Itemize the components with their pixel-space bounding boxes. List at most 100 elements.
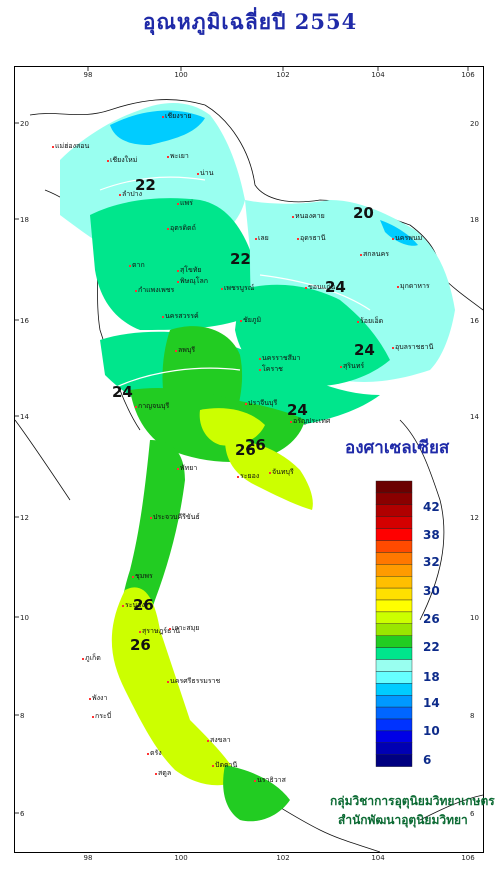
legend-swatch bbox=[375, 611, 413, 625]
station-marker bbox=[207, 740, 209, 742]
lon-tick-label: 104 bbox=[371, 854, 385, 862]
station-marker bbox=[135, 290, 137, 292]
place-name: นราธิวาส bbox=[257, 776, 287, 784]
place-name: เลย bbox=[258, 234, 269, 242]
place-name: เชียงใหม่ bbox=[110, 155, 137, 164]
legend-swatch bbox=[375, 552, 413, 565]
station-marker bbox=[397, 286, 399, 288]
place-name: พัทยา bbox=[180, 464, 197, 472]
lat-tick-label: 12 bbox=[20, 514, 29, 522]
lat-tick-label: 14 bbox=[20, 413, 29, 421]
legend-swatch bbox=[375, 587, 413, 601]
lat-tick-label: 6 bbox=[470, 810, 475, 818]
station-marker bbox=[150, 517, 152, 519]
place-name: ชัยภูมิ bbox=[243, 316, 261, 324]
station-marker bbox=[245, 403, 247, 405]
place-name: สุราษฎร์ธานี bbox=[142, 627, 180, 635]
place-name: พิษณุโลก bbox=[180, 276, 208, 285]
place-name: นครราชสีมา bbox=[262, 354, 301, 362]
place-name: ภูเก็ต bbox=[85, 653, 101, 662]
station-marker bbox=[237, 476, 239, 478]
isotherm-label: 24 bbox=[354, 341, 375, 359]
legend-label: 6 bbox=[423, 753, 431, 767]
place-name: ลพบุรี bbox=[178, 346, 195, 354]
station-marker bbox=[240, 320, 242, 322]
place-name: กาญจนบุรี bbox=[138, 402, 169, 410]
station-marker bbox=[212, 765, 214, 767]
place-name: อุดรธานี bbox=[300, 234, 326, 242]
station-marker bbox=[82, 658, 84, 660]
lat-tick-label: 6 bbox=[20, 810, 25, 818]
station-marker bbox=[175, 350, 177, 352]
station-marker bbox=[255, 238, 257, 240]
isotherm-label: 26 bbox=[235, 441, 256, 459]
lon-tick-label: 98 bbox=[84, 71, 93, 79]
legend-label: 14 bbox=[423, 696, 440, 710]
legend-swatch bbox=[375, 564, 413, 577]
lat-tick-label: 8 bbox=[20, 712, 24, 720]
legend-swatch bbox=[375, 504, 413, 517]
station-marker bbox=[129, 265, 131, 267]
station-marker bbox=[197, 173, 199, 175]
station-marker bbox=[392, 347, 394, 349]
place-name: แม่ฮ่องสอน bbox=[55, 142, 89, 150]
place-name: หนองคาย bbox=[295, 212, 325, 220]
station-marker bbox=[177, 203, 179, 205]
legend-label: 22 bbox=[423, 640, 440, 654]
station-marker bbox=[259, 369, 261, 371]
station-marker bbox=[392, 238, 394, 240]
place-name: สตูล bbox=[158, 769, 171, 777]
station-marker bbox=[167, 228, 169, 230]
lon-tick-label: 98 bbox=[84, 854, 93, 862]
legend-label: 18 bbox=[423, 670, 440, 684]
place-name: จันทบุรี bbox=[272, 468, 294, 476]
legend-swatch bbox=[375, 516, 413, 529]
isotherm-label: 20 bbox=[353, 204, 374, 222]
legend-swatch bbox=[375, 730, 413, 744]
station-marker bbox=[340, 366, 342, 368]
place-name: กำแพงเพชร bbox=[138, 286, 174, 294]
lon-tick-label: 100 bbox=[174, 854, 187, 862]
lat-tick-label: 10 bbox=[20, 614, 29, 622]
legend-swatch bbox=[375, 599, 413, 613]
place-name: อุตรดิตถ์ bbox=[170, 224, 196, 232]
region-central-north bbox=[90, 198, 252, 330]
legend-swatch bbox=[375, 706, 413, 720]
lat-tick-label: 10 bbox=[470, 614, 479, 622]
station-marker bbox=[89, 698, 91, 700]
station-marker bbox=[52, 146, 54, 148]
place-name: นครศรีธรรมราช bbox=[170, 677, 221, 685]
isotherm-label: 24 bbox=[287, 401, 308, 419]
lon-tick-label: 102 bbox=[276, 854, 289, 862]
place-name: อรัญประเทศ bbox=[293, 417, 331, 425]
lat-tick-label: 16 bbox=[20, 317, 29, 325]
station-marker bbox=[107, 160, 109, 162]
region-east bbox=[225, 440, 313, 510]
place-name: สงขลา bbox=[210, 736, 231, 744]
legend-swatch bbox=[375, 671, 413, 684]
temperature-regions bbox=[60, 103, 455, 822]
lat-tick-label: 14 bbox=[470, 413, 479, 421]
station-marker bbox=[169, 628, 171, 630]
place-name: กระบี่ bbox=[95, 711, 111, 720]
region-northeast-warm bbox=[235, 284, 390, 387]
unit-label: องศาเซลเซียส bbox=[345, 437, 450, 458]
isotherm-label: 26 bbox=[130, 636, 151, 654]
lon-tick-label: 100 bbox=[174, 71, 187, 79]
station-marker bbox=[167, 156, 169, 158]
station-marker bbox=[360, 254, 362, 256]
place-name: เชียงราย bbox=[165, 112, 191, 120]
place-name: โคราช bbox=[262, 364, 283, 373]
legend-label: 42 bbox=[423, 500, 440, 514]
lat-tick-label: 8 bbox=[470, 712, 474, 720]
place-name: ปัตตานี bbox=[215, 761, 237, 769]
region-bangkok-hot bbox=[199, 408, 265, 446]
andaman-coast bbox=[14, 419, 71, 501]
credit-line-1: กลุ่มวิชาการอุตุนิยมวิทยาเกษตร bbox=[330, 794, 495, 809]
station-marker bbox=[290, 421, 292, 423]
legend-label: 30 bbox=[423, 584, 440, 598]
lat-tick-label: 16 bbox=[470, 317, 479, 325]
